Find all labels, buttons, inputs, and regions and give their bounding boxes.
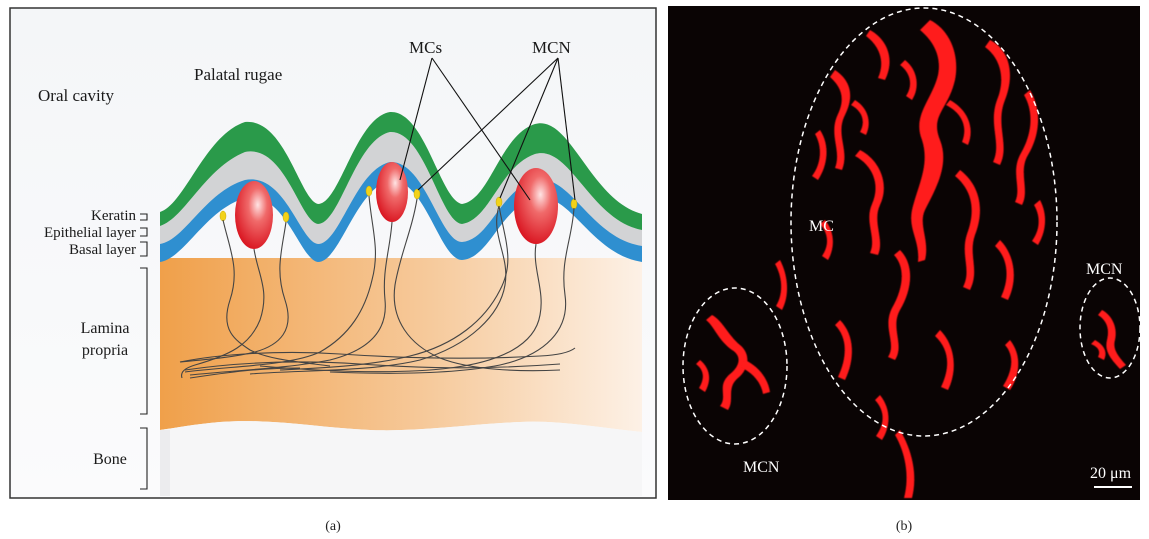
basal-bracket [140,241,148,257]
mcn-right-outline [1079,277,1141,379]
scale-bar-label: 20 μm [1090,465,1132,482]
mc-fluorescence [775,20,1046,498]
bone-region [160,421,642,496]
panel-b-caption: (b) [896,519,913,534]
keratin-label: Keratin [91,208,136,224]
mcn-label: MCN [532,38,571,57]
bone-label: Bone [93,451,127,468]
epithelial-layer-band [160,131,642,246]
nerve-ending [282,211,290,223]
panel-b: MC MCN MCN 20 μm (b) [668,6,1141,534]
merkel-cell [235,181,273,249]
epithelial-bracket [140,227,148,237]
panel-a-caption: (a) [325,519,341,534]
nerve-ending [365,185,373,197]
nerve-ending [413,188,421,200]
region-outlines [682,7,1141,445]
mcn-left-fluorescence [696,315,770,410]
nerve-ending [495,196,503,208]
oral-cavity-label: Oral cavity [38,86,114,105]
lamina-propria-region [160,258,642,432]
propria-label: propria [82,342,128,359]
lamina-bracket [140,267,148,415]
layer-brackets [140,213,148,490]
epithelial-layer-label: Epithelial layer [44,225,136,241]
lamina-label: Lamina [81,320,130,337]
keratin-layer-band [160,111,642,230]
panel-a: Oral cavity Palatal rugae MCs MCN Kerati… [9,7,657,534]
nerve-ending [219,210,227,222]
bone-bracket [140,427,148,490]
palatal-rugae-label: Palatal rugae [194,65,282,84]
pointer-lines [399,57,576,201]
keratin-bracket [140,213,148,221]
nerve-fibers [179,195,576,379]
bone-left-shade [160,430,170,496]
mc-outline [790,7,1058,437]
mcn-right-label: MCN [1086,261,1123,278]
nerve-ending [570,198,578,210]
mcn-left-label: MCN [743,459,780,476]
basal-layer-label: Basal layer [69,242,136,258]
mcs-label: MCs [409,38,442,57]
merkel-cell [376,162,408,222]
merkel-cell [514,168,558,244]
mcn-right-fluorescence [1091,310,1126,369]
mcn-left-outline [682,287,788,445]
mc-label: MC [809,218,834,235]
panel-b-background [668,6,1140,500]
